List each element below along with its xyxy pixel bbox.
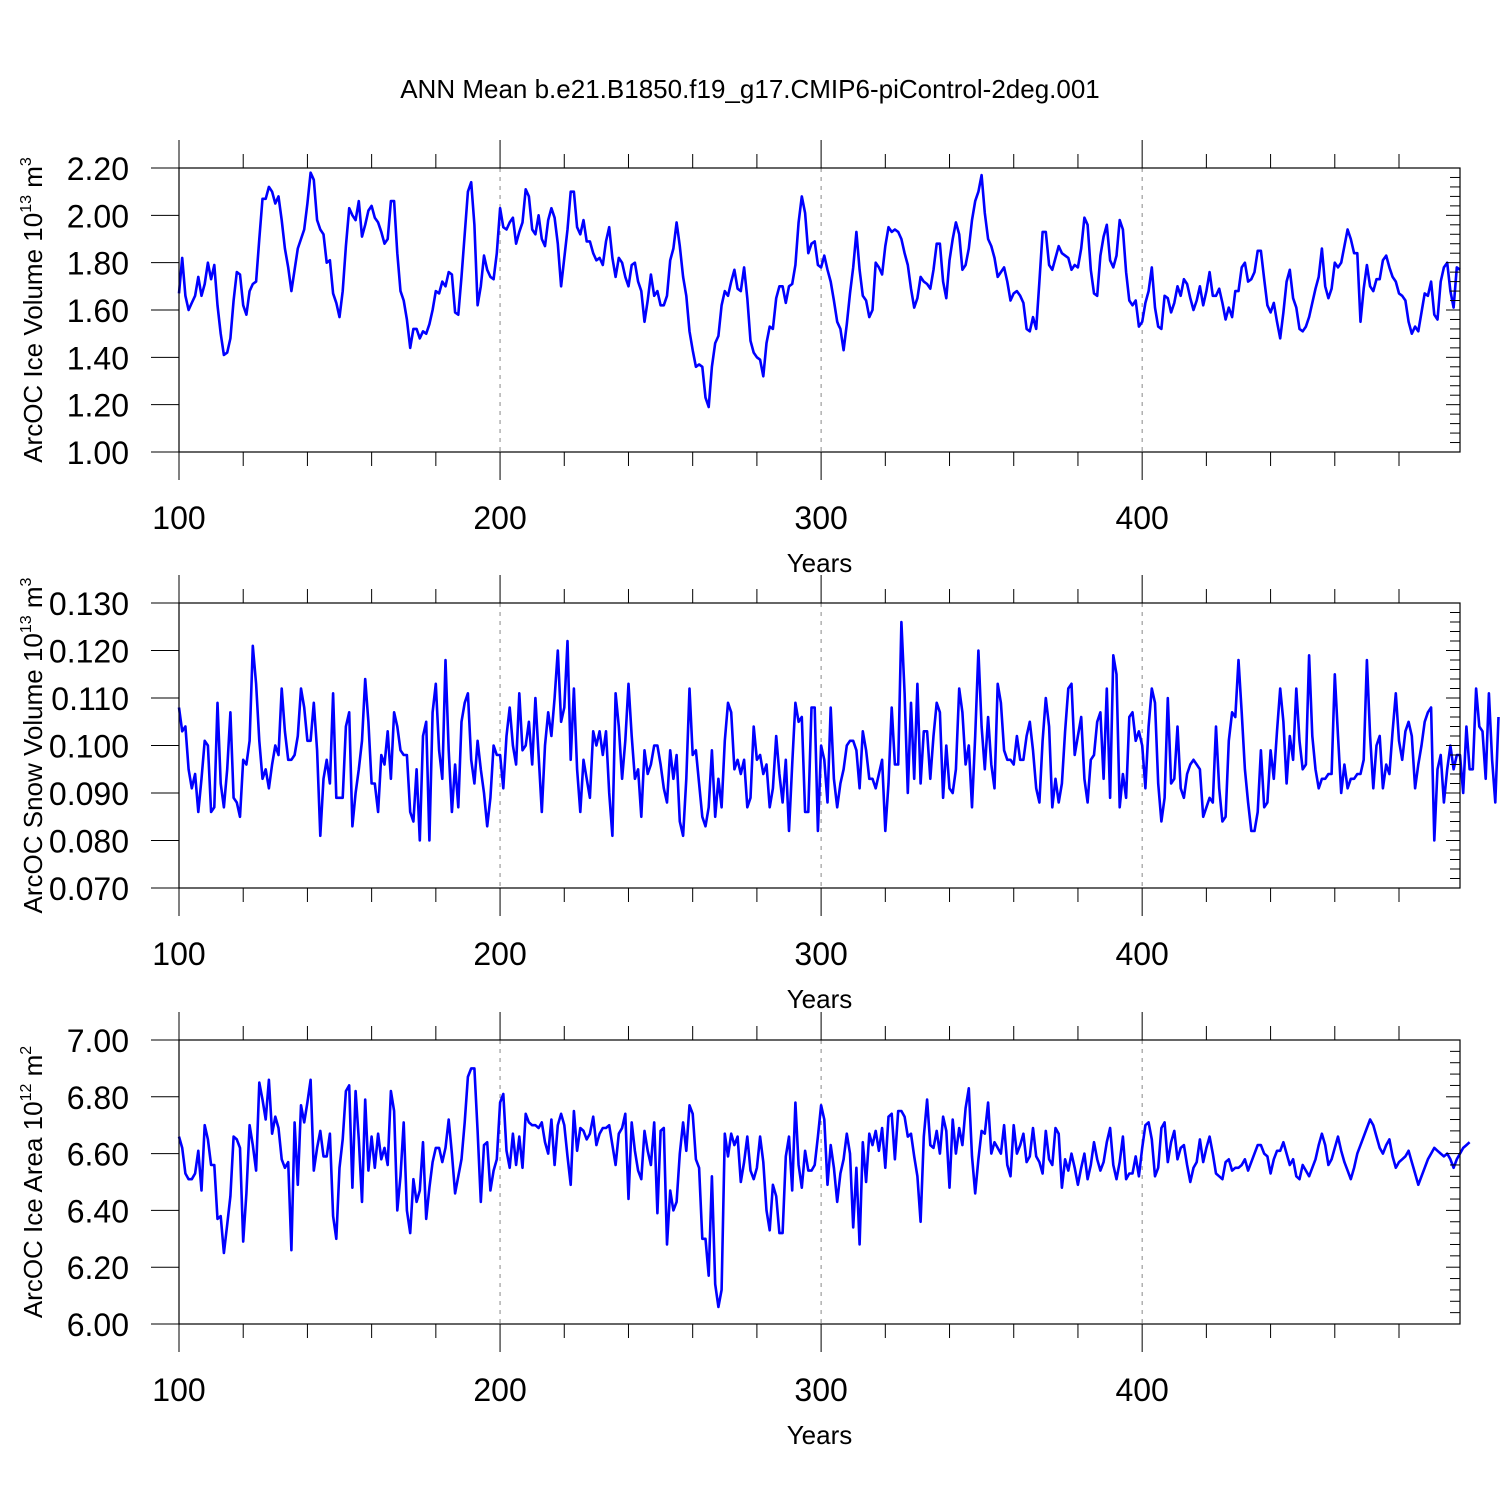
y-tick-label: 6.60	[67, 1137, 129, 1173]
plot-frame	[178, 167, 1461, 453]
x-tick-label: 200	[473, 1372, 526, 1408]
plot-panel-2: 100 200 300 400 Years 0.070 0.080 0.090 0.100 0.1…	[18, 575, 1500, 1014]
plot-panel-1: 100 200 300 400 Years 1.00 1.20 1.40 1.60 1.80 2.0…	[18, 140, 1461, 578]
x-tick-label: 200	[473, 500, 526, 536]
x-axis-title: Years	[787, 548, 853, 578]
data-line-series	[177, 620, 1500, 842]
data-line-series	[177, 1067, 1471, 1309]
y-tick-label: 6.20	[67, 1250, 129, 1286]
y-tick-label: 2.00	[67, 198, 129, 234]
x-axis-title: Years	[787, 1420, 853, 1450]
x-tick-label: 400	[1115, 1372, 1168, 1408]
y-tick-label: 0.110	[51, 681, 129, 717]
x-tick-label: 300	[794, 936, 847, 972]
y-tick-label: 1.60	[67, 293, 129, 329]
y-tick-label: 0.090	[49, 776, 129, 812]
x-axis-title: Years	[787, 984, 853, 1014]
y-tick-label: 2.20	[67, 151, 129, 187]
x-tick-label: 400	[1115, 500, 1168, 536]
y-axis-title: ArcOC Ice Area 1012 m2	[18, 1046, 48, 1318]
plot-panel-3: 100 200 300 400 Years 6.00 6.20 6.40 6.60 6.80 7.0…	[18, 1012, 1471, 1450]
y-tick-label: 1.80	[67, 246, 129, 282]
y-axis-title: ArcOC Snow Volume 1013 m3	[18, 577, 48, 913]
y-tick-label: 1.20	[67, 388, 129, 424]
x-tick-label: 300	[794, 1372, 847, 1408]
x-tick-label: 100	[152, 500, 205, 536]
x-tick-label: 100	[152, 1372, 205, 1408]
x-tick-label: 400	[1115, 936, 1168, 972]
data-line-series	[177, 171, 1461, 409]
y-tick-label: 0.080	[49, 824, 129, 860]
y-tick-label: 6.80	[67, 1080, 129, 1116]
x-tick-label: 200	[473, 936, 526, 972]
plot-frame	[178, 602, 1461, 889]
y-tick-label: 0.100	[49, 729, 129, 765]
y-tick-label: 6.00	[67, 1307, 129, 1343]
y-axis-title: ArcOC Ice Volume 1013 m3	[18, 157, 48, 463]
plot-frame	[178, 1039, 1461, 1325]
y-tick-label: 6.40	[67, 1193, 129, 1229]
figure-title: ANN Mean b.e21.B1850.f19_g17.CMIP6-piCon…	[400, 74, 1100, 104]
x-tick-label: 100	[152, 936, 205, 972]
y-tick-label: 1.40	[67, 340, 129, 376]
x-tick-label: 300	[794, 500, 847, 536]
y-tick-label: 1.00	[67, 435, 129, 471]
y-tick-label: 0.070	[49, 871, 129, 907]
y-tick-label: 7.00	[67, 1023, 129, 1059]
y-tick-label: 0.130	[49, 586, 129, 622]
y-tick-label: 0.120	[49, 634, 129, 670]
